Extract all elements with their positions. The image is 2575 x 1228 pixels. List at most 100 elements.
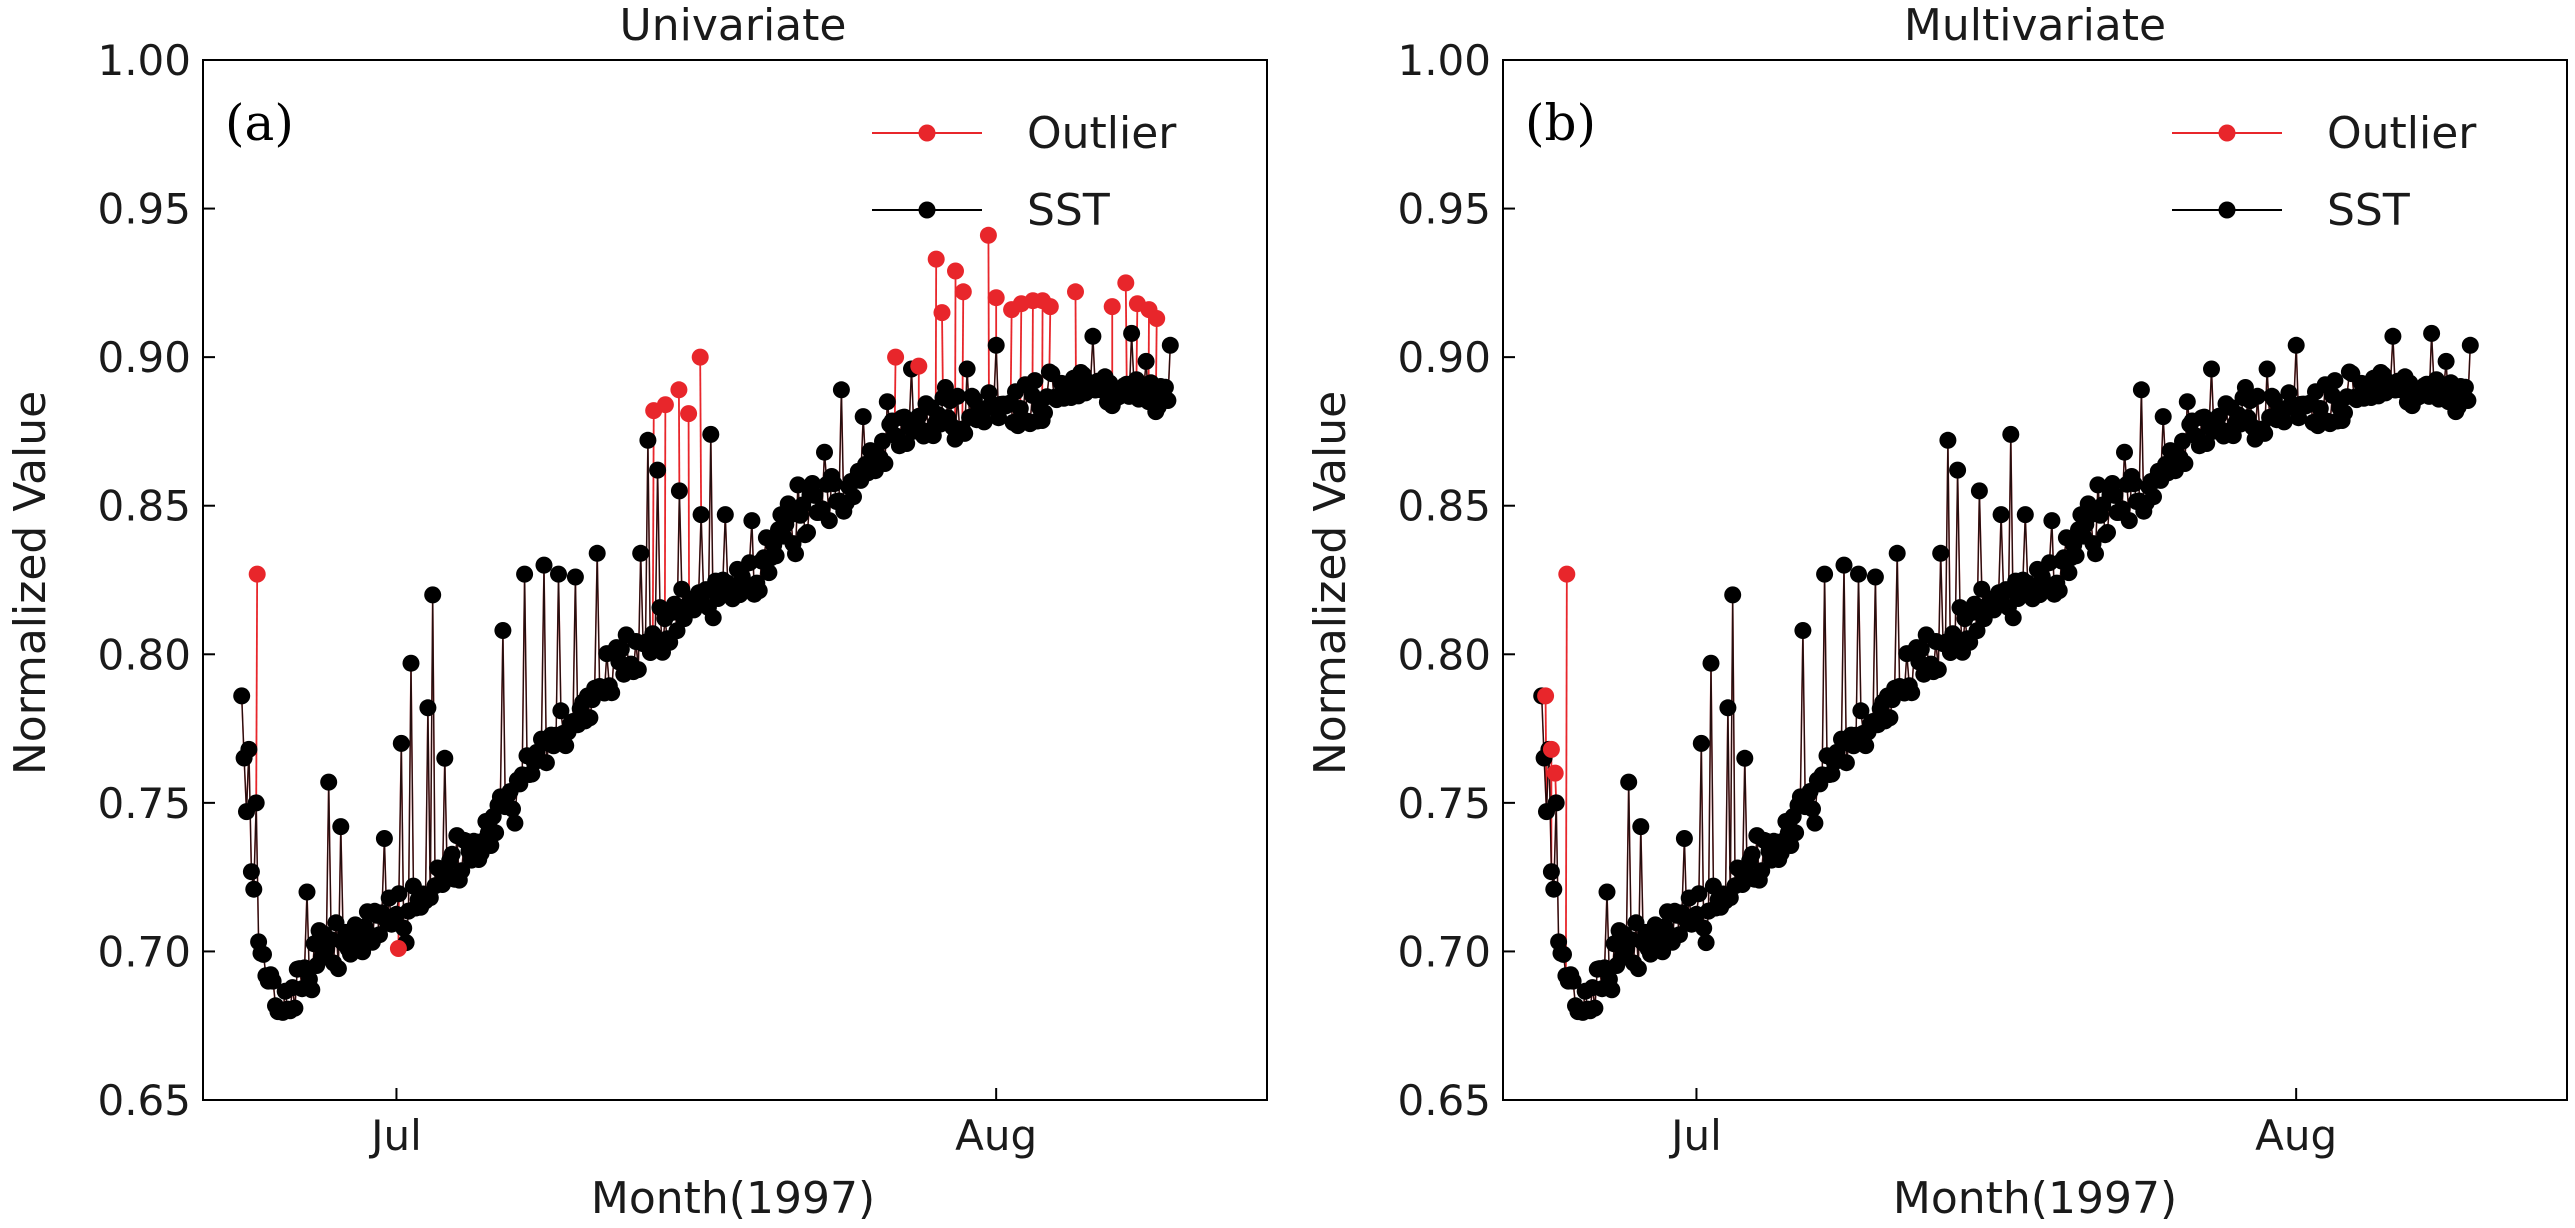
sst-point: [443, 845, 461, 863]
sst-point: [1881, 709, 1899, 727]
sst-point: [402, 654, 420, 672]
sst-point: [1023, 386, 1041, 404]
sst-point: [2116, 443, 2133, 461]
legend-outlier-label: Outlier: [2327, 108, 2477, 159]
sst-point: [1586, 999, 1604, 1017]
sst-point: [298, 883, 316, 901]
y-tick-label: 0.75: [97, 779, 191, 828]
sst-point: [2249, 387, 2266, 405]
outlier-point: [1542, 740, 1560, 758]
sst-point: [1850, 565, 1867, 583]
sst-point: [2178, 393, 2196, 411]
sst-point: [670, 482, 688, 500]
sst-point: [535, 556, 553, 574]
panel-label: (a): [225, 94, 294, 152]
sst-point: [1542, 863, 1560, 881]
y-tick-label: 0.90: [1397, 333, 1491, 382]
sst-point: [1941, 644, 1959, 661]
outlier-point: [248, 565, 266, 583]
outlier-stem: [699, 357, 703, 515]
y-tick-label: 1.00: [97, 36, 191, 85]
sst-point: [2050, 582, 2068, 600]
sst-point: [2016, 506, 2034, 524]
sst-point: [566, 568, 584, 586]
sst-point: [2326, 372, 2344, 390]
sst-point: [949, 387, 966, 405]
sst-point: [2060, 564, 2078, 582]
sst-point: [506, 814, 524, 832]
outlier-stem: [651, 410, 655, 634]
y-tick-label: 0.70: [1397, 927, 1491, 976]
sst-point: [2043, 512, 2061, 530]
sst-point: [2154, 408, 2172, 426]
sst-point: [876, 455, 894, 472]
sst-point: [392, 734, 410, 752]
sst-point: [375, 830, 393, 847]
sst-point: [854, 408, 872, 426]
legend-outlier-marker: [918, 124, 936, 142]
sst-point: [240, 740, 258, 758]
sst-point: [787, 545, 804, 563]
sst-point: [1743, 845, 1761, 863]
x-tick-label: Aug: [955, 1111, 1037, 1160]
y-tick-label: 0.80: [1397, 630, 1491, 679]
outlier-point: [670, 381, 688, 399]
sst-point: [1903, 684, 1921, 702]
outlier-stem: [1048, 306, 1052, 373]
sst-point: [2132, 381, 2150, 399]
outlier-point: [1067, 283, 1084, 301]
sst-point: [2258, 360, 2276, 378]
sst-point: [1629, 960, 1647, 978]
sst-point: [2002, 425, 2020, 443]
sst-point: [987, 336, 1005, 354]
sst-point: [1804, 800, 1821, 818]
sst-point: [2461, 336, 2479, 354]
y-axis-label: Normalized Value: [5, 391, 56, 775]
sst-point: [2125, 475, 2143, 493]
sst-point: [845, 488, 862, 506]
y-tick-label: 0.65: [97, 1076, 191, 1125]
sst-point: [1835, 556, 1853, 574]
y-axis-label: Normalized Value: [1305, 391, 1356, 775]
sst-point: [1912, 640, 1930, 658]
outlier-point: [954, 283, 972, 301]
sst-point: [2089, 476, 2107, 494]
sst-point: [1620, 773, 1638, 791]
sst-point: [825, 475, 843, 493]
legend-outlier-marker: [2218, 124, 2236, 142]
outlier-point: [1041, 298, 1059, 316]
x-tick-label: Jul: [1668, 1111, 1722, 1160]
outlier-point: [933, 304, 951, 322]
legend-sst-label: SST: [2327, 185, 2410, 236]
sst-point: [910, 407, 928, 425]
sst-point: [1675, 830, 1693, 847]
x-tick-label: Aug: [2255, 1111, 2337, 1160]
sst-point: [1156, 378, 1174, 396]
y-tick-label: 1.00: [1397, 36, 1491, 85]
sst-point: [303, 981, 321, 999]
outlier-point: [987, 289, 1005, 307]
sst-point: [612, 640, 630, 658]
y-tick-label: 0.75: [1397, 779, 1491, 828]
sst-point: [632, 544, 650, 562]
y-tick-label: 0.70: [97, 927, 191, 976]
y-tick-label: 0.85: [97, 482, 191, 531]
sst-point: [1603, 981, 1621, 999]
sst-point: [639, 431, 657, 449]
sst-point: [1852, 702, 1870, 720]
sst-point: [242, 863, 260, 881]
legend-outlier-label: Outlier: [1027, 108, 1177, 159]
sst-point: [1026, 372, 1044, 390]
outlier-point: [656, 396, 674, 414]
sst-point: [1992, 506, 2010, 524]
sst-point: [516, 565, 534, 583]
sst-point: [1794, 622, 1812, 639]
sst-point: [2106, 486, 2124, 504]
sst-point: [2459, 392, 2477, 409]
sst-point: [1719, 699, 1737, 717]
sst-point: [716, 506, 734, 524]
sst-point: [395, 919, 413, 937]
sst-point: [2437, 352, 2455, 370]
sst-point: [750, 582, 768, 600]
sst-point: [603, 684, 621, 702]
